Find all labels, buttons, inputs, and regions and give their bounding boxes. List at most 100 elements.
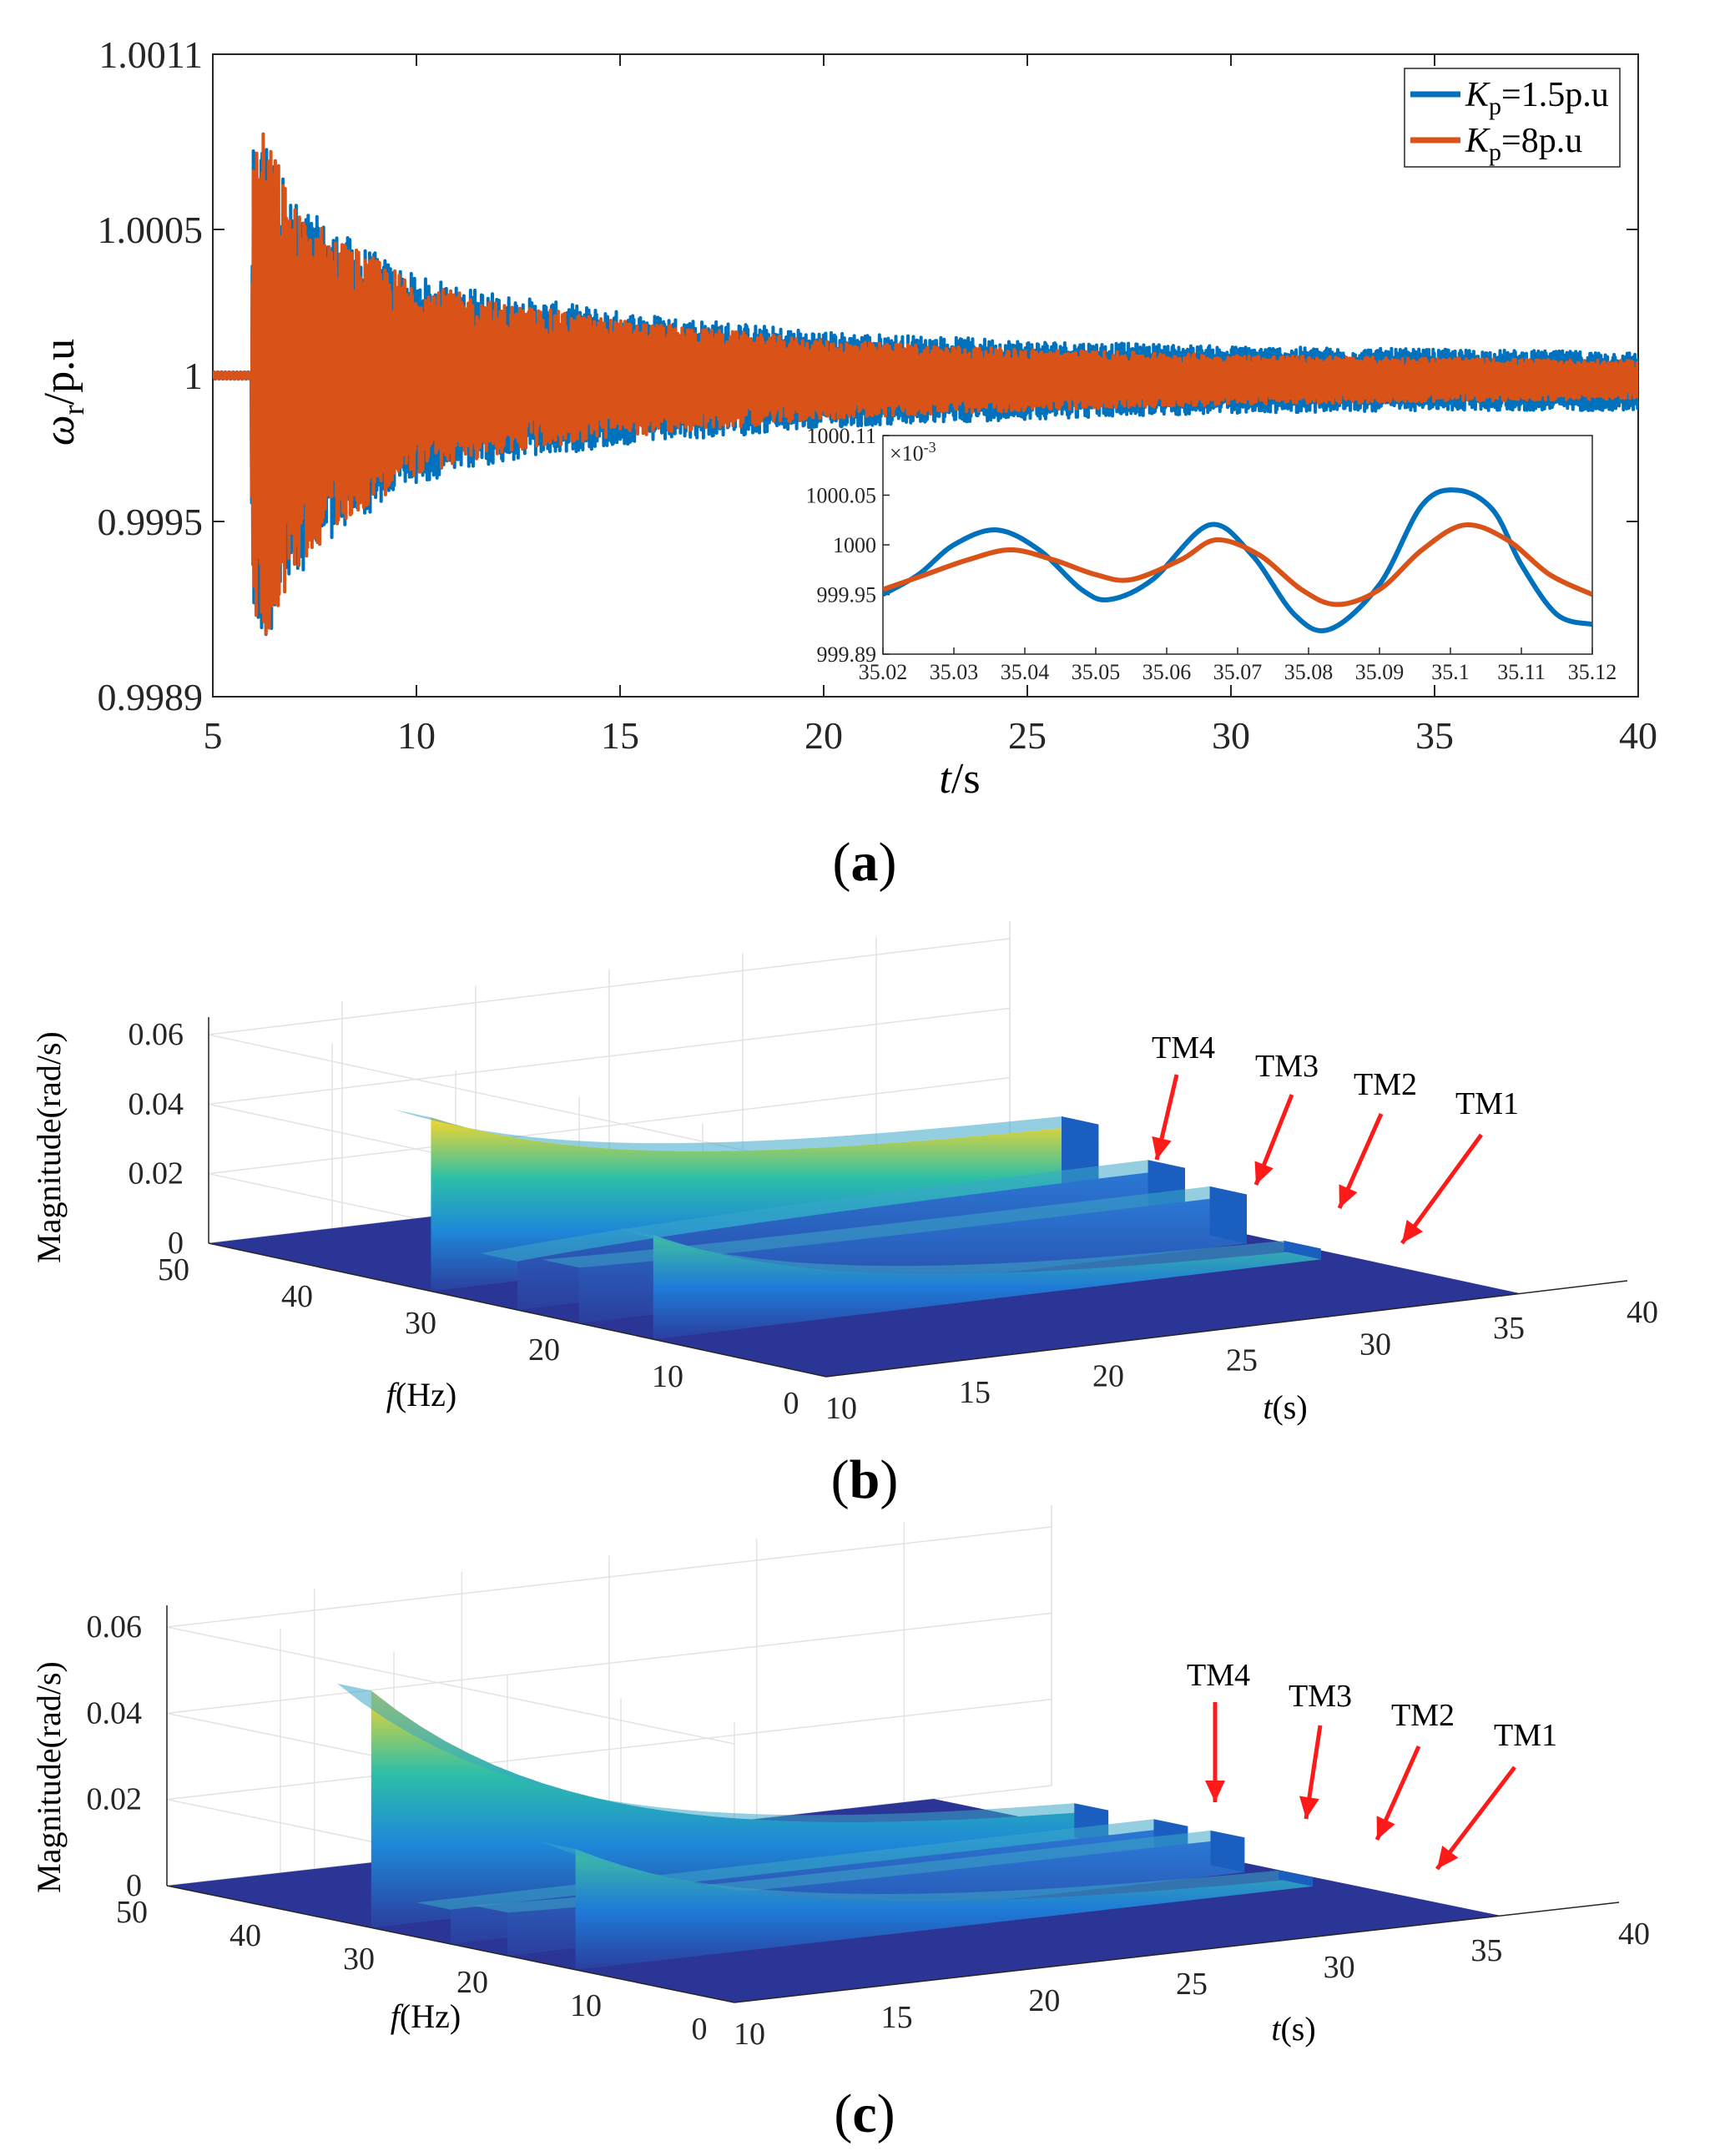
ridge-end-tm1 bbox=[1284, 1240, 1321, 1260]
inset-series-group bbox=[883, 487, 1592, 634]
z-tick-label: 0 bbox=[168, 1226, 184, 1261]
t-tick-label: 20 bbox=[1028, 1983, 1060, 2018]
inset-multiplier: ×10-3 bbox=[890, 439, 936, 466]
x-tick-label: 5 bbox=[204, 714, 223, 757]
f-tick-label: 10 bbox=[570, 1988, 602, 2023]
f-tick-label: 50 bbox=[158, 1252, 189, 1287]
ridge-end-tm1 bbox=[1279, 1870, 1313, 1886]
x-tick-label: 10 bbox=[397, 714, 436, 757]
t-tick-label: 20 bbox=[1092, 1359, 1124, 1394]
inset-y-tick-label: 1000.05 bbox=[806, 483, 877, 507]
grid-line bbox=[208, 1007, 1011, 1106]
f-tick-label: 30 bbox=[343, 1942, 375, 1977]
f-tick-label: 30 bbox=[405, 1306, 436, 1341]
x-tick-label: 25 bbox=[1008, 714, 1047, 757]
inset-x-tick-label: 35.12 bbox=[1568, 660, 1617, 684]
z-tick-label: 0 bbox=[126, 1868, 142, 1903]
grid-line bbox=[166, 1698, 1052, 1801]
t-tick-label: 10 bbox=[825, 1391, 857, 1426]
x-tick-label: 15 bbox=[601, 714, 639, 757]
panel-label-a: (a) bbox=[833, 832, 897, 893]
f-axis-title: f(Hz) bbox=[386, 1376, 456, 1413]
z-tick-label: 0.02 bbox=[87, 1782, 143, 1817]
inset-axis-ticks bbox=[882, 435, 1593, 655]
inset-x-tick-label: 35.09 bbox=[1355, 660, 1405, 684]
annotation-arrow-head bbox=[1205, 1781, 1225, 1802]
inset-x-tick-label: 35.07 bbox=[1213, 660, 1263, 684]
legend-label-series-2: Kp=8p.u bbox=[1465, 122, 1582, 166]
t-tick-label: 25 bbox=[1226, 1343, 1258, 1378]
z-tick-label: 0.06 bbox=[87, 1609, 143, 1645]
legend-label-series-1: Kp=1.5p.u bbox=[1465, 76, 1609, 120]
annotation-arrow-head bbox=[1339, 1184, 1358, 1208]
t-axis-title-main: t bbox=[1263, 1388, 1273, 1426]
panel-label-b: (b) bbox=[831, 1449, 899, 1510]
inset-line-series-1 bbox=[883, 487, 1592, 634]
annotation-arrow-head bbox=[1402, 1219, 1423, 1243]
f-tick-label: 20 bbox=[456, 1965, 488, 2000]
annotation-tm4: TM4 bbox=[1152, 1030, 1215, 1065]
inset-line-series-2 bbox=[883, 521, 1592, 607]
ridge-top-tm3 bbox=[480, 1160, 1185, 1262]
ridge-top-tm4 bbox=[337, 1683, 1109, 1822]
y-tick-label: 0.9995 bbox=[98, 501, 204, 543]
annotation-arrow-head bbox=[1152, 1136, 1172, 1160]
z-axis-title: Magnitude(rad/s) bbox=[30, 1661, 68, 1893]
annotation-tm3: TM3 bbox=[1255, 1049, 1319, 1084]
f-axis-title-unit: (Hz) bbox=[396, 1376, 456, 1413]
ridge-top-tm1 bbox=[616, 1227, 1321, 1274]
z-axis-title: Magnitude(rad/s) bbox=[30, 1031, 68, 1263]
z-tick-label: 0.04 bbox=[129, 1086, 184, 1121]
t-tick-label: 30 bbox=[1359, 1327, 1391, 1362]
axes bbox=[166, 1605, 1620, 2003]
t-tick-label: 25 bbox=[1176, 1967, 1208, 2002]
t-tick-label: 35 bbox=[1493, 1311, 1525, 1346]
line-series-2 bbox=[213, 132, 1638, 636]
y-tick-label: 1 bbox=[184, 355, 203, 397]
x-tick-label: 40 bbox=[1619, 714, 1657, 757]
f-tick-label: 0 bbox=[692, 2012, 708, 2047]
inset-y-tick-labels: 999.89 999.95 1000 1000.05 1000.11 bbox=[806, 424, 877, 667]
ridge-end-tm2 bbox=[1210, 1830, 1245, 1872]
f-tick-label: 0 bbox=[784, 1386, 799, 1421]
inset-x-tick-label: 35.04 bbox=[1001, 660, 1050, 684]
annotation-arrow-line bbox=[1400, 1133, 1484, 1245]
inset-x-tick-label: 35.02 bbox=[859, 660, 908, 684]
t-tick-label: 10 bbox=[734, 2017, 765, 2052]
legend-box bbox=[1404, 68, 1621, 168]
f-tick-label: 40 bbox=[229, 1918, 261, 1953]
annotation-arrow-head bbox=[1299, 1796, 1319, 1819]
t-tick-label: 30 bbox=[1324, 1950, 1355, 1985]
f-axis-line bbox=[208, 1242, 827, 1378]
f-tick-label: 20 bbox=[528, 1332, 560, 1368]
annotation-tm1: TM1 bbox=[1455, 1086, 1519, 1121]
f-tick-label: 50 bbox=[116, 1895, 148, 1930]
ridge-end-tm2 bbox=[1209, 1186, 1247, 1244]
t-tick-label: 15 bbox=[959, 1375, 991, 1410]
grid-line bbox=[166, 1612, 1052, 1715]
t-axis-line bbox=[734, 1902, 1620, 2003]
annotation-arrow-head bbox=[1437, 1846, 1459, 1869]
y-tick-label: 0.9989 bbox=[98, 676, 204, 718]
t-tick-label: 35 bbox=[1470, 1933, 1502, 1968]
grid-line bbox=[208, 938, 1011, 1035]
x-axis-title: t/s bbox=[939, 755, 980, 803]
inset-y-tick-label: 999.95 bbox=[817, 583, 877, 607]
inset-x-tick-label: 35.05 bbox=[1072, 660, 1121, 684]
t-axis-title-unit: (s) bbox=[1272, 1388, 1307, 1426]
inset-x-tick-label: 35.1 bbox=[1431, 660, 1470, 684]
grid-line bbox=[166, 1526, 1052, 1628]
x-tick-labels: 5 10 15 20 25 30 35 40 bbox=[204, 714, 1658, 757]
inset-x-tick-label: 35.06 bbox=[1142, 660, 1192, 684]
inset-x-tick-label: 35.08 bbox=[1284, 660, 1334, 684]
x-tick-label: 30 bbox=[1212, 714, 1250, 757]
annotation-tm2: TM2 bbox=[1354, 1067, 1417, 1102]
y-axis-title: ωr/p.u bbox=[36, 339, 90, 446]
inset-y-tick-label: 1000 bbox=[833, 533, 876, 557]
inset-x-tick-label: 35.11 bbox=[1497, 660, 1546, 684]
t-tick-label: 40 bbox=[1627, 1295, 1658, 1330]
x-tick-label: 35 bbox=[1415, 714, 1454, 757]
series-group bbox=[213, 132, 1638, 637]
ridge-top-tm2 bbox=[542, 1186, 1247, 1268]
